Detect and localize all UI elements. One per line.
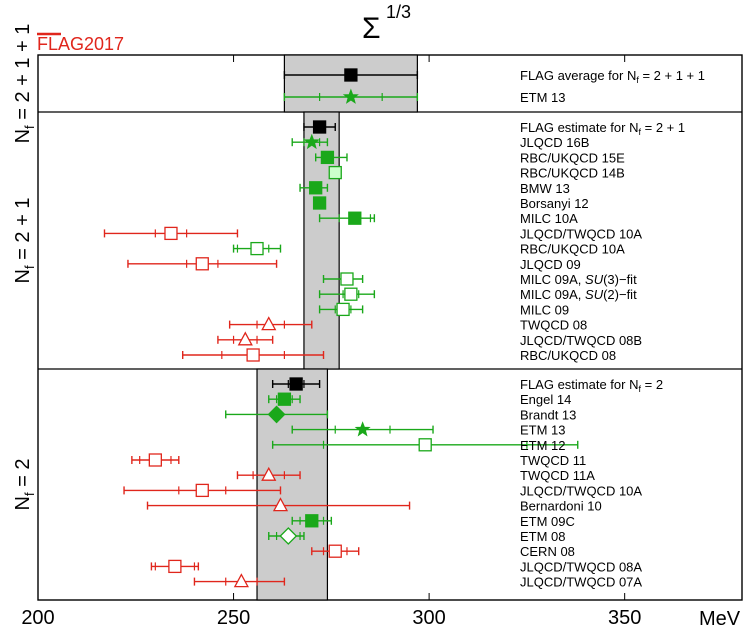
entry-label: ETM 08 bbox=[520, 529, 566, 544]
x-tick-label: 250 bbox=[217, 607, 250, 629]
data-marker-triangle bbox=[233, 573, 249, 588]
data-marker-triangle bbox=[261, 466, 277, 481]
data-marker-square bbox=[312, 120, 327, 134]
data-marker-square bbox=[195, 257, 209, 271]
flag-band bbox=[256, 368, 329, 601]
entry-label: JLQCD/TWQCD 08A bbox=[520, 559, 642, 574]
entry-label: Engel 14 bbox=[520, 392, 571, 407]
data-marker-star bbox=[354, 421, 371, 437]
entry-label: MILC 09 bbox=[520, 302, 569, 317]
entry-label: BMW 13 bbox=[520, 181, 570, 196]
data-marker-star bbox=[303, 133, 320, 150]
entry-label: FLAG estimate for Nf = 2 bbox=[520, 377, 663, 394]
entry-label: JLQCD/TWQCD 10A bbox=[520, 483, 642, 498]
entry-label: TWQCD 11 bbox=[520, 453, 586, 468]
flag-band bbox=[303, 111, 340, 370]
entry-label: Brandt 13 bbox=[520, 407, 576, 422]
data-marker-square bbox=[195, 483, 209, 498]
data-marker-square bbox=[328, 544, 342, 558]
data-marker-square bbox=[340, 272, 354, 286]
data-marker-triangle bbox=[272, 497, 289, 512]
svg-text:FLAG2017: FLAG2017 bbox=[37, 34, 124, 54]
entry-label: FLAG average for Nf = 2 + 1 + 1 bbox=[520, 68, 705, 85]
entry-label: ETM 13 bbox=[520, 90, 566, 105]
entry-label: FLAG estimate for Nf = 2 + 1 bbox=[520, 120, 685, 137]
entry-label: ETM 09C bbox=[520, 514, 575, 529]
entry-label: TWQCD 11A bbox=[520, 468, 595, 483]
data-marker-square bbox=[289, 377, 303, 391]
entry-label: JLQCD/TWQCD 10A bbox=[520, 226, 642, 241]
entry-label: TWQCD 08 bbox=[520, 318, 587, 333]
plot-frame bbox=[37, 54, 743, 601]
entry-label: RBC/UKQCD 14B bbox=[520, 166, 625, 181]
data-marker-square bbox=[305, 514, 319, 528]
data-marker-square bbox=[168, 559, 182, 574]
entry-label: RBC/UKQCD 15E bbox=[520, 150, 625, 165]
data-marker-triangle bbox=[237, 331, 253, 346]
x-axis-unit-label: MeV bbox=[699, 608, 741, 630]
data-marker-square bbox=[164, 226, 178, 241]
data-marker-diamond bbox=[279, 527, 298, 545]
chart-title: Σ bbox=[362, 12, 381, 45]
x-tick-label: 300 bbox=[412, 607, 445, 629]
data-marker-square bbox=[328, 165, 342, 180]
entry-label: Bernardoni 10 bbox=[520, 499, 602, 514]
data-marker-square bbox=[250, 241, 264, 256]
entry-label: JLQCD/TWQCD 07A bbox=[520, 575, 642, 590]
entry-label: JLQCD 09 bbox=[520, 257, 581, 272]
entry-label: MILC 09A, SU(3)−fit bbox=[520, 272, 637, 287]
x-tick-label: 350 bbox=[608, 607, 641, 629]
data-marker-square bbox=[246, 348, 260, 362]
chart-title-exponent: 1/3 bbox=[386, 2, 411, 22]
entry-label: MILC 09A, SU(2)−fit bbox=[520, 287, 637, 302]
flag-logo: FLAG2017 bbox=[37, 32, 124, 54]
data-marker-square bbox=[320, 150, 335, 165]
entry-label: RBC/UKQCD 10A bbox=[520, 242, 625, 257]
data-marker-square bbox=[309, 181, 323, 195]
panel-label: Nf = 2 bbox=[12, 459, 37, 511]
data-marker-star bbox=[342, 88, 359, 104]
entry-label: CERN 08 bbox=[520, 544, 575, 559]
entry-label: ETM 12 bbox=[520, 438, 566, 453]
panel-label: Nf = 2 + 1 + 1 bbox=[12, 24, 37, 144]
data-marker-square bbox=[277, 392, 292, 406]
data-marker-diamond bbox=[267, 405, 286, 424]
data-marker-square bbox=[418, 438, 432, 452]
data-marker-square bbox=[344, 68, 358, 82]
data-marker-square bbox=[336, 302, 350, 317]
entry-label: JLQCD/TWQCD 08B bbox=[520, 333, 642, 348]
entry-label: RBC/UKQCD 08 bbox=[520, 348, 616, 363]
entry-label: Borsanyi 12 bbox=[520, 196, 589, 211]
flag-band bbox=[283, 54, 418, 113]
data-marker-square bbox=[348, 211, 362, 225]
data-marker-square bbox=[148, 453, 162, 467]
x-tick-label: 200 bbox=[21, 607, 54, 629]
data-marker-triangle bbox=[261, 316, 277, 331]
entry-label: MILC 10A bbox=[520, 211, 578, 226]
panel-label: Nf = 2 + 1 bbox=[12, 198, 37, 284]
entry-label: ETM 13 bbox=[520, 423, 566, 438]
data-marker-square bbox=[312, 196, 327, 210]
entry-label: JLQCD 16B bbox=[520, 135, 589, 150]
data-marker-square bbox=[344, 287, 358, 301]
